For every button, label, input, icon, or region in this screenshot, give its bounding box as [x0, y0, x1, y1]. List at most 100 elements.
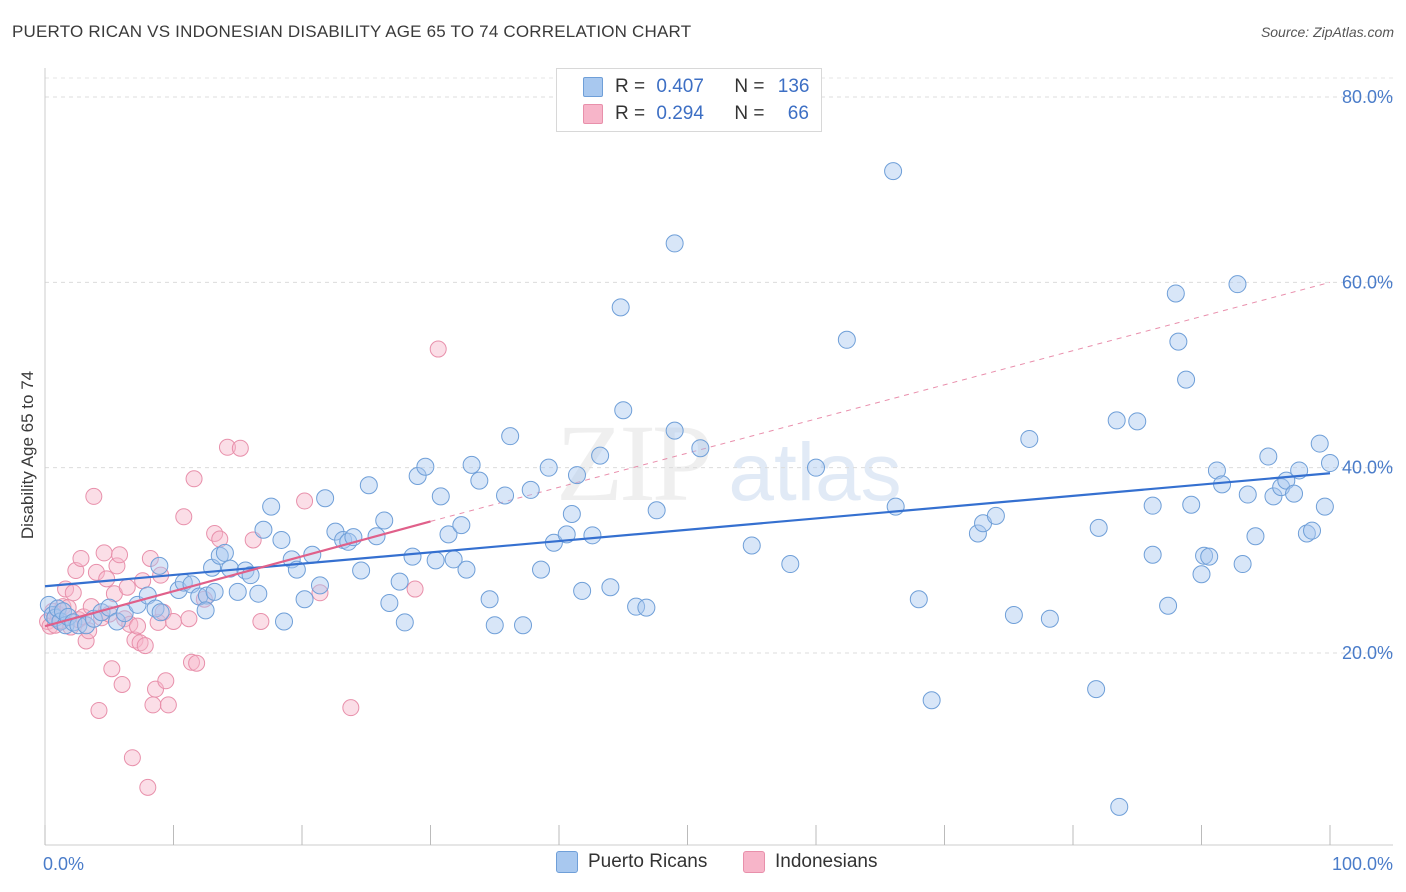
- puerto-ricans-point: [426, 551, 445, 570]
- x-tick-label: 0.0%: [43, 854, 84, 874]
- y-tick-label: 60.0%: [1342, 272, 1393, 292]
- puerto-ricans-point: [742, 536, 761, 555]
- indonesians-trend-line: [44, 520, 431, 628]
- indonesians-point: [342, 699, 360, 717]
- indonesians-point: [90, 701, 108, 719]
- indonesians-point: [123, 749, 141, 767]
- chart-title: PUERTO RICAN VS INDONESIAN DISABILITY AG…: [12, 22, 692, 41]
- legend-n-value: 136: [777, 76, 810, 97]
- puerto-ricans-point: [837, 330, 856, 349]
- puerto-ricans-point: [665, 421, 684, 440]
- puerto-ricans-point: [457, 560, 476, 579]
- puerto-ricans-point: [557, 525, 576, 544]
- indonesians-point: [185, 470, 203, 488]
- legend-r-value: 0.294: [656, 103, 704, 124]
- puerto-ricans-point: [1107, 411, 1126, 430]
- legend-swatch-blue: [583, 77, 603, 97]
- puerto-ricans-point: [1110, 797, 1129, 816]
- puerto-ricans-point: [210, 546, 229, 565]
- puerto-ricans-point: [691, 439, 710, 458]
- indonesians-point: [231, 439, 249, 457]
- puerto-ricans-point: [922, 691, 941, 710]
- puerto-ricans-point: [403, 547, 422, 566]
- puerto-ricans-point: [968, 524, 987, 543]
- puerto-ricans-point: [395, 613, 414, 632]
- puerto-ricans-point: [215, 543, 234, 562]
- puerto-ricans-points: [39, 162, 1339, 816]
- puerto-ricans-point: [562, 505, 581, 523]
- puerto-ricans-point: [1285, 484, 1304, 503]
- puerto-ricans-point: [1128, 412, 1147, 431]
- puerto-ricans-point: [316, 489, 335, 508]
- indonesians-point: [175, 508, 193, 526]
- puerto-ricans-trend-line: [44, 472, 1331, 588]
- legend-row-puerto-ricans: R = 0.407 N = 136: [583, 76, 809, 98]
- bottom-legend-swatch-pink: [743, 851, 765, 873]
- puerto-ricans-point: [416, 457, 435, 476]
- puerto-ricans-point: [567, 466, 586, 485]
- puerto-ricans-point: [1303, 521, 1322, 540]
- indonesians-point: [218, 438, 236, 456]
- puerto-ricans-point: [462, 455, 481, 474]
- puerto-ricans-point: [611, 298, 630, 317]
- puerto-ricans-point: [272, 530, 291, 549]
- legend-n-label: N =: [734, 76, 765, 97]
- puerto-ricans-point: [275, 612, 294, 631]
- puerto-ricans-point: [614, 401, 633, 420]
- axes: [44, 68, 1393, 846]
- indonesians-point: [429, 340, 447, 358]
- indonesians-point: [252, 612, 270, 630]
- legend-n-value: 66: [787, 103, 809, 124]
- puerto-ricans-point: [1177, 370, 1196, 389]
- puerto-ricans-point: [1159, 596, 1178, 615]
- indonesians-point: [98, 570, 116, 588]
- source-label: Source: ZipAtlas.com: [1260, 24, 1394, 40]
- puerto-ricans-point: [485, 616, 504, 635]
- puerto-ricans-point: [1246, 527, 1265, 546]
- puerto-ricans-point: [1004, 606, 1023, 625]
- indonesians-point: [406, 580, 424, 598]
- puerto-ricans-point: [591, 446, 610, 465]
- correlation-legend: R = 0.407 N = 136 R = 0.294 N = 66: [556, 68, 822, 132]
- puerto-ricans-point: [295, 590, 314, 609]
- puerto-ricans-point: [431, 487, 450, 506]
- indonesians-point: [157, 672, 175, 690]
- puerto-ricans-point: [1182, 495, 1201, 514]
- puerto-ricans-point: [665, 234, 684, 253]
- puerto-ricans-point: [1089, 518, 1108, 537]
- legend-r-label: R =: [615, 103, 646, 124]
- puerto-ricans-point: [408, 467, 427, 486]
- indonesians-point: [296, 492, 314, 510]
- puerto-ricans-point: [514, 616, 533, 635]
- watermark-atlas: atlas: [728, 427, 902, 518]
- puerto-ricans-point: [480, 590, 499, 609]
- indonesians-point: [180, 610, 198, 628]
- x-tick-label: 100.0%: [1332, 854, 1393, 874]
- bottom-legend-swatch-blue: [556, 851, 578, 873]
- puerto-ricans-point: [1207, 461, 1226, 480]
- puerto-ricans-point: [196, 601, 215, 620]
- indonesians-point: [134, 572, 152, 590]
- puerto-ricans-point: [1321, 454, 1339, 473]
- puerto-ricans-point: [1169, 332, 1188, 351]
- puerto-ricans-point: [807, 458, 825, 477]
- indonesians-point: [182, 653, 200, 671]
- puerto-ricans-point: [781, 555, 800, 574]
- indonesians-point: [111, 546, 129, 564]
- indonesians-points: [39, 340, 447, 796]
- puerto-ricans-point: [262, 497, 281, 516]
- puerto-ricans-point: [1166, 284, 1185, 303]
- puerto-ricans-point: [53, 602, 72, 621]
- indonesians-point: [64, 584, 82, 602]
- puerto-ricans-point: [1192, 565, 1211, 584]
- puerto-ricans-point: [1087, 680, 1106, 699]
- puerto-ricans-point: [501, 427, 520, 446]
- puerto-ricans-point: [310, 576, 329, 595]
- puerto-ricans-point: [228, 582, 247, 601]
- indonesians-point: [129, 617, 147, 635]
- indonesians-point: [126, 631, 144, 649]
- bottom-legend-label: Puerto Ricans: [588, 851, 708, 872]
- watermark-zip: ZIP: [556, 402, 709, 524]
- puerto-ricans-point: [884, 162, 903, 181]
